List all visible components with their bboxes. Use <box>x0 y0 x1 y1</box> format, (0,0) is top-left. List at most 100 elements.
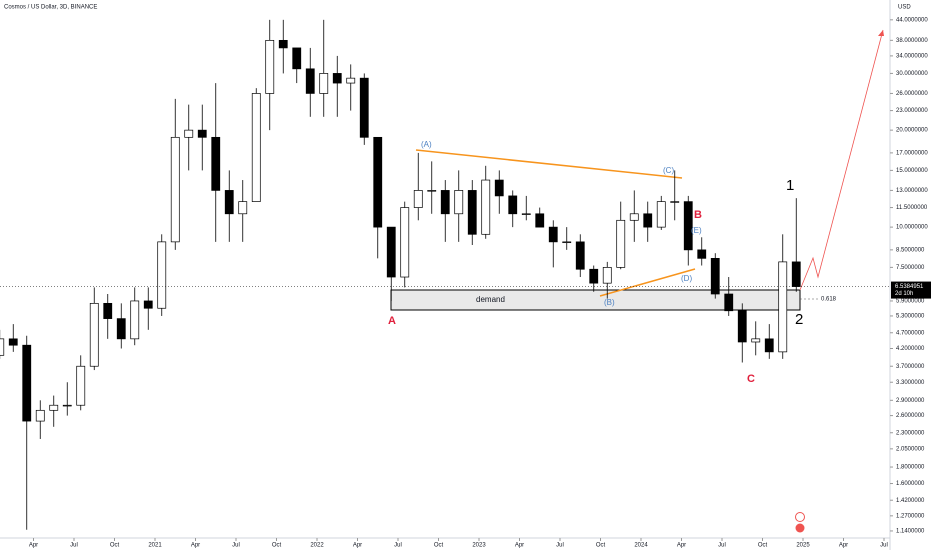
x-tick-label: Jul <box>232 543 240 549</box>
annotations: (A) (B) (C) (D) (E) A B C 1 2 demand 0.6… <box>388 140 837 385</box>
y-tick-label: 11.5000000 <box>896 205 928 211</box>
event-icon[interactable] <box>795 523 805 533</box>
y-tick-label: 2.6000000 <box>896 413 925 419</box>
event-icon[interactable] <box>795 512 805 522</box>
y-tick-label: 1.6000000 <box>896 481 925 487</box>
y-tick-label: 34.0000000 <box>896 53 928 59</box>
candle-body <box>62 404 72 407</box>
candle-body <box>170 136 180 243</box>
x-tick-label: Apr <box>677 543 686 549</box>
wave-label: C <box>747 373 755 385</box>
last-price-label: 6.5384951 <box>895 284 924 290</box>
zone-label: demand <box>476 295 505 304</box>
demand-zone <box>390 289 801 311</box>
x-tick-label: Apr <box>191 543 200 549</box>
candle-body <box>278 39 288 49</box>
candle-body <box>710 257 720 295</box>
candle-body <box>8 338 18 346</box>
candle-body <box>184 129 194 138</box>
countdown-label: 2d 10h <box>895 291 913 297</box>
candle-body <box>643 213 653 228</box>
candle-body <box>116 318 126 340</box>
x-tick-label: Apr <box>515 543 524 549</box>
candle-body <box>535 213 545 228</box>
y-tick-label: 26.0000000 <box>896 91 928 97</box>
y-tick-label: 2.9000000 <box>896 398 925 404</box>
y-tick-label: 3.7000000 <box>896 364 925 370</box>
candle-body <box>737 310 747 343</box>
y-tick-label: 1.1400000 <box>896 529 925 535</box>
y-tick-label: 44.0000000 <box>896 17 928 23</box>
x-tick-label: Jul <box>718 543 726 549</box>
wave-label: (B) <box>604 298 615 307</box>
candle-body <box>454 190 464 215</box>
x-tick-label: 2025 <box>796 543 810 549</box>
candle-body <box>89 302 99 367</box>
y-tick-label: 8.5000000 <box>896 247 925 253</box>
x-tick-label: Oct <box>434 543 444 549</box>
candle-body <box>211 136 221 191</box>
candle-body <box>22 344 32 422</box>
x-tick-label: Oct <box>272 543 282 549</box>
y-tick-label: 17.0000000 <box>896 150 928 156</box>
x-tick-label: Jul <box>394 543 402 549</box>
candle-body <box>319 73 329 94</box>
x-tick-label: 2024 <box>634 543 648 549</box>
candle-body <box>589 268 599 284</box>
candle-body <box>791 261 801 287</box>
candle-body <box>481 179 491 235</box>
candle-body <box>224 190 234 215</box>
y-tick-label: 13.0000000 <box>896 188 928 194</box>
candle-body <box>697 249 707 259</box>
candle-body <box>751 338 761 343</box>
candle-body <box>103 302 113 319</box>
candle-body <box>724 293 734 312</box>
x-tick-label: Apr <box>29 543 38 549</box>
candle-body <box>670 201 680 203</box>
candle-body <box>251 93 261 202</box>
candle-body <box>292 47 302 70</box>
candle-body <box>427 190 437 192</box>
y-tick-label: 3.3000000 <box>896 380 925 386</box>
candle-body <box>373 136 383 228</box>
candle-body <box>130 300 140 340</box>
y-tick-label: 5.3000000 <box>896 314 925 320</box>
y-tick-label: 15.0000000 <box>896 168 928 174</box>
x-tick-label: Jul <box>880 543 888 549</box>
candle-body <box>602 267 612 284</box>
arrow-head <box>878 30 884 36</box>
y-tick-label: 5.9000000 <box>896 299 925 305</box>
y-axis-label: USD <box>898 5 911 11</box>
candle-body <box>764 338 774 353</box>
x-tick-label: 2021 <box>148 543 162 549</box>
candle-body <box>35 409 45 422</box>
candle-body <box>359 77 369 138</box>
trend-line <box>599 268 696 297</box>
plot-area <box>0 19 890 530</box>
candle-body <box>548 226 558 243</box>
wave-label: 1 <box>786 177 794 194</box>
candle-body <box>508 195 518 215</box>
x-tick-label: Oct <box>596 543 606 549</box>
candle-body <box>305 68 315 94</box>
trend-line <box>415 149 683 179</box>
x-tick-label: 2022 <box>310 543 324 549</box>
x-tick-label: Jul <box>70 543 78 549</box>
candle-body <box>575 241 585 270</box>
candle-body <box>413 190 423 208</box>
candle-body <box>197 129 207 138</box>
y-tick-label: 23.0000000 <box>896 108 928 114</box>
x-tick-label: Oct <box>110 543 120 549</box>
x-tick-label: Jul <box>556 543 564 549</box>
candle-body <box>265 39 275 94</box>
x-tick-label: 2023 <box>472 543 486 549</box>
y-tick-label: 38.0000000 <box>896 38 928 44</box>
candle-body <box>521 213 531 215</box>
candle-body <box>616 219 626 268</box>
fib-label: 0.618 <box>821 297 837 303</box>
y-tick-label: 1.8000000 <box>896 465 925 471</box>
projection-path <box>799 29 884 291</box>
y-tick-label: 4.2000000 <box>896 346 925 352</box>
